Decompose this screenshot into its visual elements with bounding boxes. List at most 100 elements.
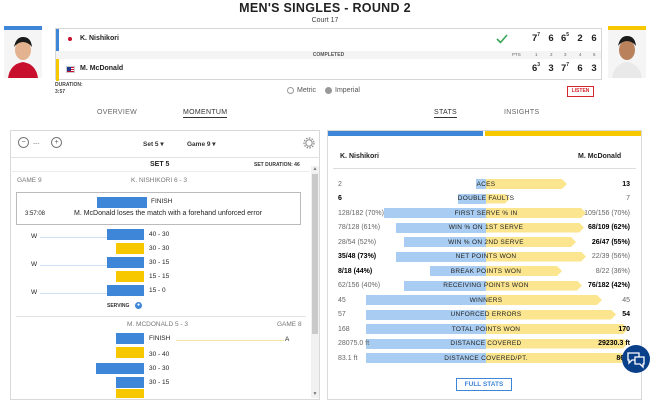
match-duration: DURATION: 3:57 <box>55 82 83 95</box>
point-score: 15 - 0 <box>149 287 166 294</box>
stat-value-player1: 6 <box>338 195 342 202</box>
gear-icon[interactable] <box>303 137 315 149</box>
stat-bar-player2 <box>486 194 510 204</box>
stat-bar-player1 <box>366 295 486 305</box>
winner-marker: W <box>31 289 38 296</box>
divider <box>333 168 636 169</box>
point-line <box>40 293 107 294</box>
stat-label: WIN % ON 2ND SERVE <box>448 238 524 246</box>
stat-bar-player1 <box>366 338 486 349</box>
stat-value-player2: 68/109 (62%) <box>587 224 630 231</box>
scrollbar-thumb[interactable] <box>312 174 318 334</box>
stat-value-player1: 62/156 (40%) <box>338 282 381 289</box>
tab-momentum[interactable]: MOMENTUM <box>183 109 228 118</box>
point-line <box>40 265 107 266</box>
stat-bar-player2 <box>486 310 616 320</box>
point-score: 40 - 30 <box>149 231 170 238</box>
finish-label: FINISH <box>151 198 173 205</box>
point-line <box>40 237 107 238</box>
set-header: SET 5 SET DURATION: 46 <box>10 158 310 172</box>
momentum-bar <box>116 271 144 282</box>
finish-detail: FINISH 3:57:08 M. McDonald loses the mat… <box>16 192 301 225</box>
pts-label: PTS <box>512 52 521 57</box>
chat-icon <box>627 352 645 369</box>
player1-avatar <box>4 26 42 78</box>
stat-bar-player2 <box>486 353 626 363</box>
stat-label: WIN % ON 1ST SERVE <box>448 224 524 231</box>
zoom-in-button[interactable]: + <box>51 137 62 148</box>
winner-check-icon <box>496 34 508 44</box>
stat-value-player2: 7 <box>626 195 630 202</box>
tab-insights[interactable]: INSIGHTS <box>504 109 540 116</box>
metric-radio[interactable]: Metric <box>287 87 316 94</box>
point-score: 30 - 15 <box>149 259 170 266</box>
player2-name: M. McDonald <box>80 65 124 72</box>
stat-bar-player2 <box>486 339 628 349</box>
set-score: 65 <box>560 32 570 44</box>
stat-value-player2: 8/22 (36%) <box>595 267 630 275</box>
stat-bar-player1 <box>396 251 486 262</box>
stat-label: DOUBLE FAULTS <box>457 195 515 202</box>
stat-bar-player1 <box>404 237 486 247</box>
listen-button[interactable]: LISTEN <box>567 86 594 97</box>
momentum-bar <box>116 377 144 388</box>
momentum-bar <box>116 389 144 398</box>
set-score: 77 <box>531 32 541 44</box>
stat-bar-player1 <box>384 208 486 218</box>
scroll-up-icon[interactable]: ▲ <box>312 166 318 172</box>
set-label: 1 <box>535 52 538 57</box>
momentum-bar <box>96 363 144 374</box>
stat-value-player1: 28/54 (52%) <box>338 238 377 246</box>
japan-flag-icon <box>66 36 75 43</box>
stat-label: WINNERS <box>469 296 503 304</box>
zoom-out-button[interactable]: − <box>18 137 29 148</box>
stat-bar-player1 <box>404 280 486 291</box>
tab-overview[interactable]: OVERVIEW <box>97 109 138 116</box>
stat-bar-player2 <box>486 179 567 189</box>
stat-value-player1: 28075.0 ft <box>338 340 370 347</box>
stats-player1-name: K. Nishikori <box>340 153 379 160</box>
stat-label: FIRST SERVE % IN <box>454 209 518 217</box>
tab-stats[interactable]: STATS <box>434 109 458 118</box>
stat-label: DISTANCE COVERED <box>450 340 522 347</box>
radio-icon <box>287 87 294 94</box>
player1-name: K. Nishikori <box>80 35 119 42</box>
chat-button[interactable] <box>622 345 650 373</box>
full-stats-button[interactable]: FULL STATS <box>456 378 512 391</box>
imperial-radio[interactable]: Imperial <box>325 87 360 94</box>
stat-value-player2: 109/156 (70%) <box>584 209 630 217</box>
set-title: SET 5 <box>150 161 170 168</box>
set-select[interactable]: Set 5 ▾ <box>143 141 164 148</box>
scroll-down-icon[interactable]: ▼ <box>312 391 318 397</box>
stat-label: TOTAL POINTS WON <box>451 325 521 333</box>
momentum-bar <box>116 333 144 344</box>
stat-value-player2: 26/47 (55%) <box>591 238 630 246</box>
court-label: Court 17 <box>311 17 339 24</box>
point-line <box>176 340 284 341</box>
stat-label: DISTANCE COVERED/PT. <box>444 354 528 362</box>
stat-bar-player2 <box>486 281 582 291</box>
momentum-toolbar <box>10 130 320 158</box>
stat-bar-player1 <box>476 179 486 189</box>
finish-text: M. McDonald loses the match with a foreh… <box>74 210 262 217</box>
stat-bar-player2 <box>486 252 586 262</box>
stat-label: BREAK POINTS WON <box>450 267 522 275</box>
point-score: 30 - 30 <box>149 365 170 372</box>
stat-bar-player2 <box>486 237 576 247</box>
stat-label: RECEIVING POINTS WON <box>443 282 529 289</box>
stat-value-player2: 76/182 (42%) <box>587 282 630 289</box>
zoom-level: --- <box>33 140 40 147</box>
stat-label: UNFORCED ERRORS <box>450 311 522 318</box>
stat-bar-player2 <box>486 295 602 305</box>
stat-value-player1: 35/48 (73%) <box>338 253 377 260</box>
stat-bar-player2 <box>486 208 586 218</box>
stat-bar-player1 <box>366 324 486 334</box>
momentum-bar <box>107 257 144 268</box>
momentum-bar <box>97 197 147 208</box>
game-select[interactable]: Game 9 ▾ <box>187 141 216 148</box>
stat-label: NET POINTS WON <box>455 253 517 260</box>
player1-color-bar <box>328 131 483 136</box>
game-label: GAME 8 <box>277 321 302 328</box>
divider <box>16 316 306 317</box>
momentum-bar <box>107 285 144 296</box>
